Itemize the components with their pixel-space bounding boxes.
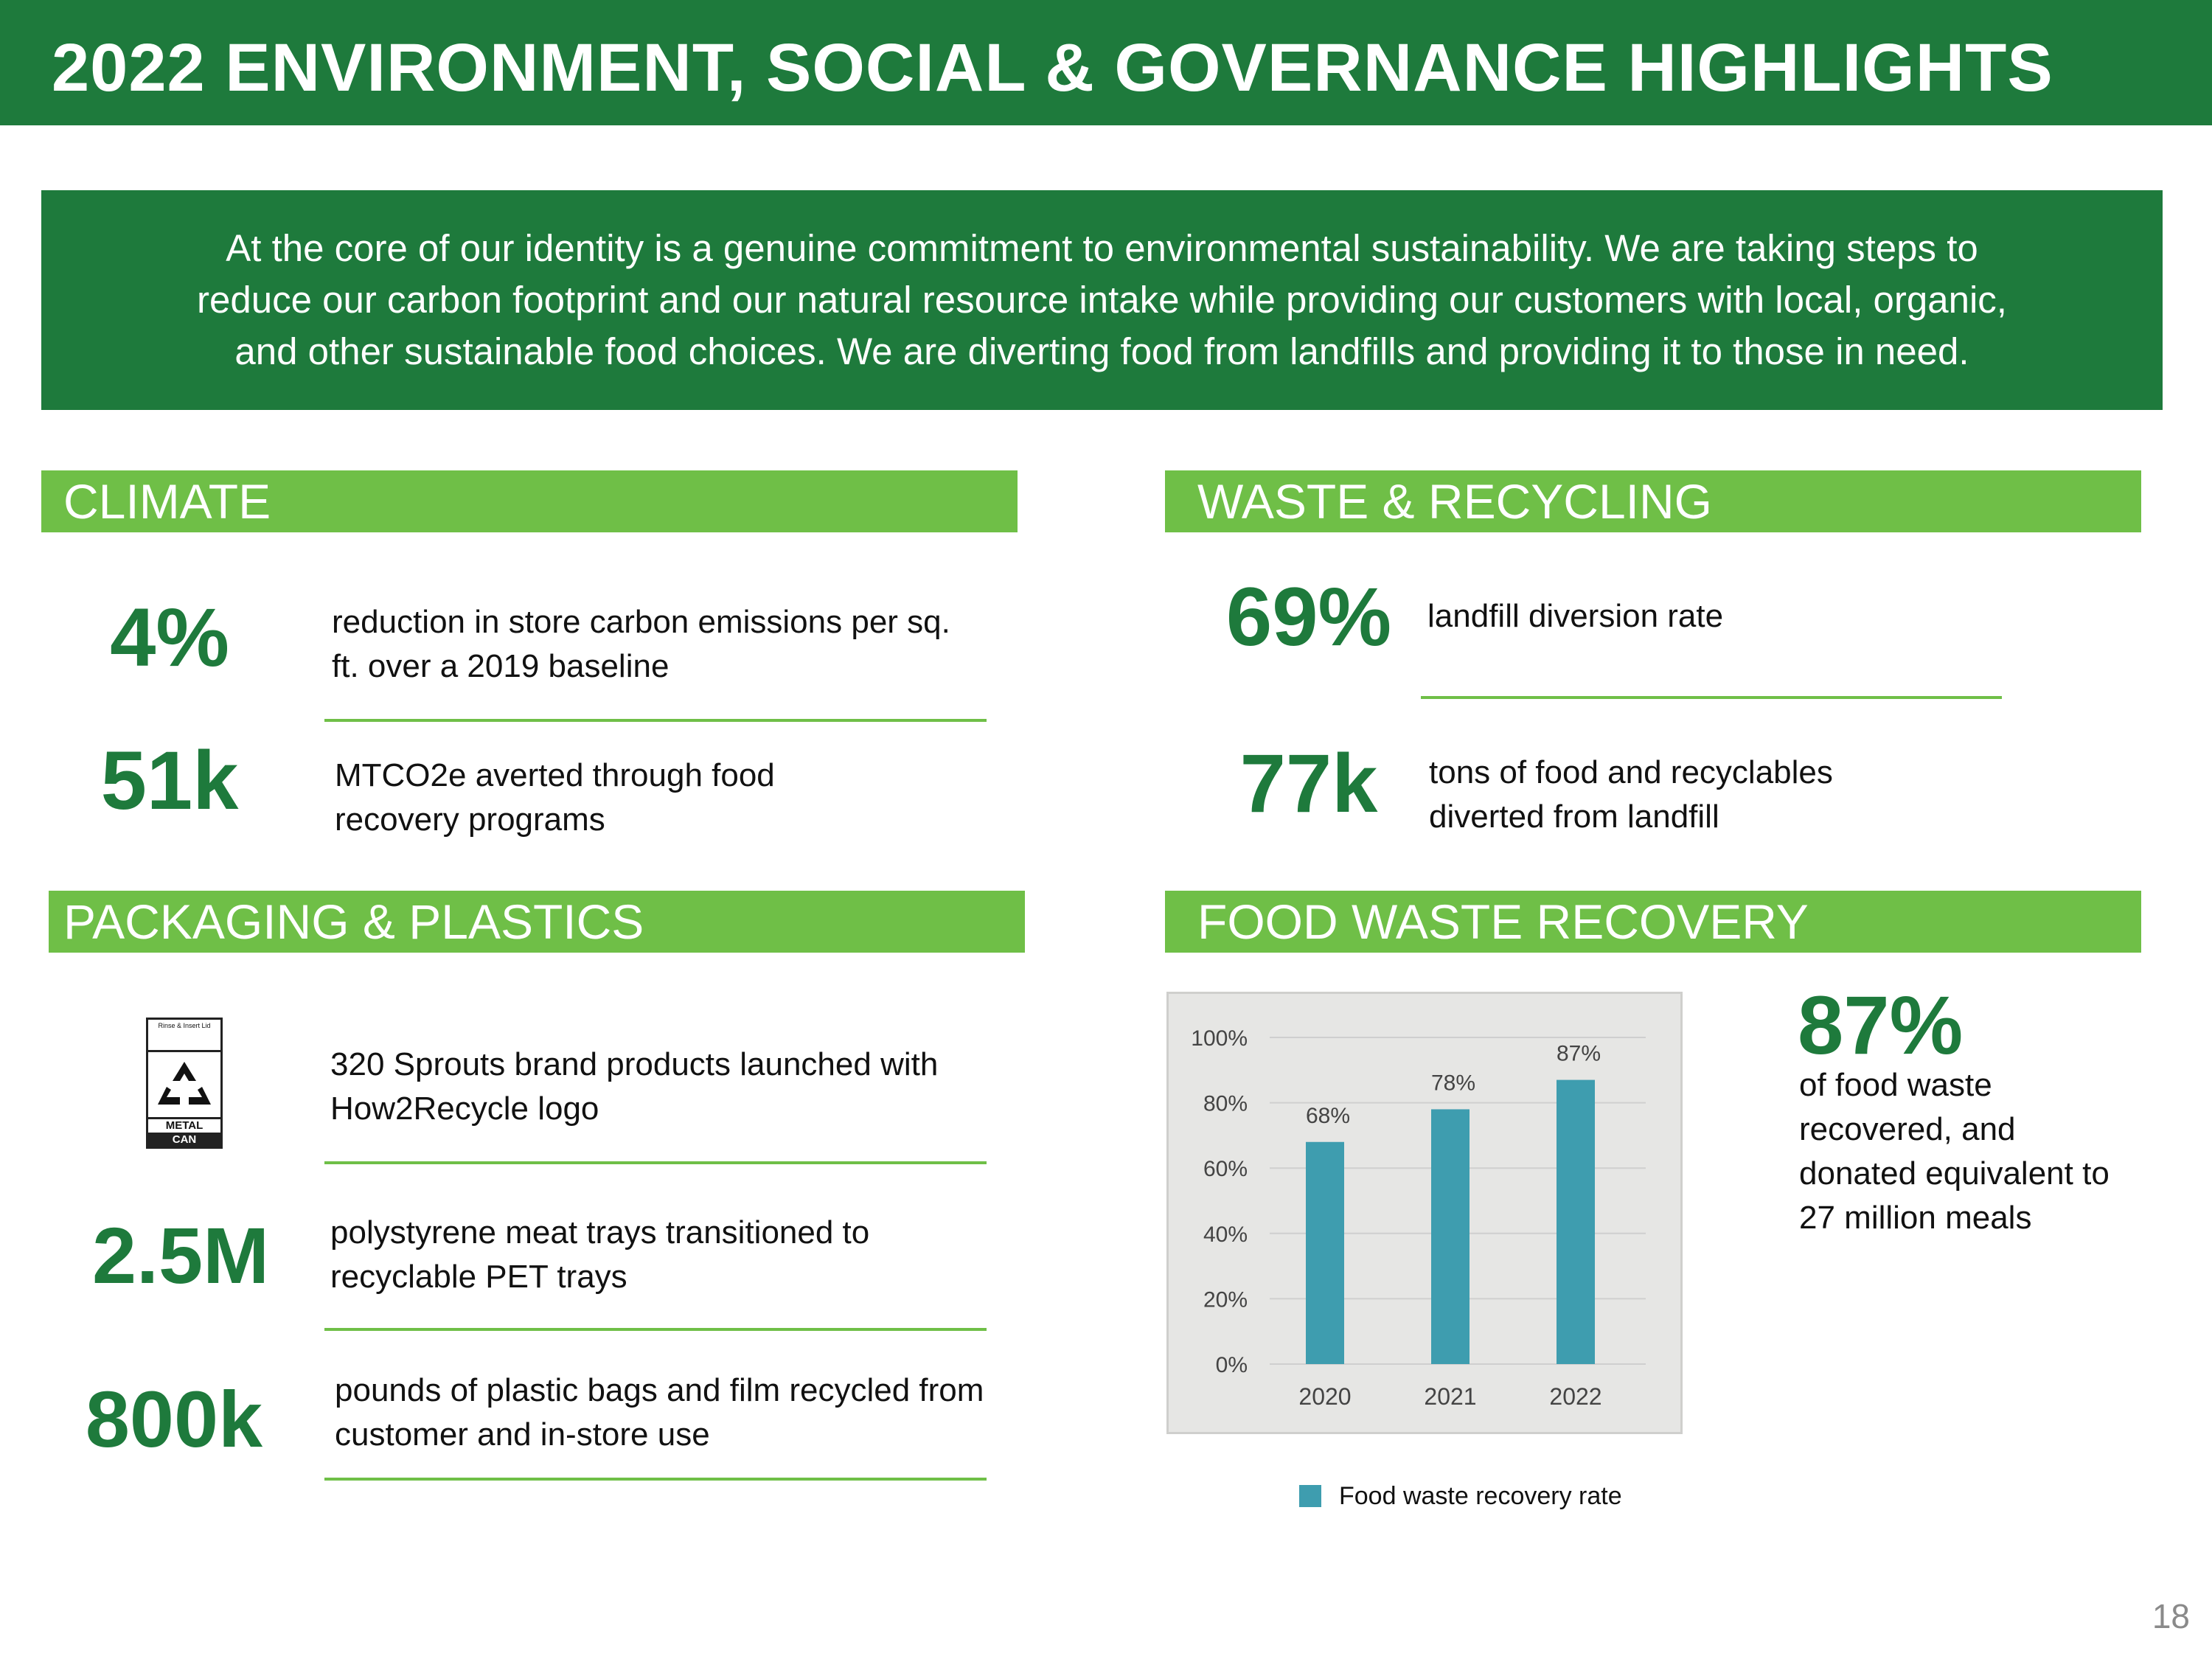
packaging-stat-2-desc: polystyrene meat trays transitioned to r… xyxy=(330,1211,994,1299)
climate-stat-1-desc: reduction in store carbon emissions per … xyxy=(332,600,995,689)
packaging-stat-1-desc-line: 320 Sprouts brand products launched with xyxy=(330,1046,939,1082)
climate-stat-1-desc-line: reduction in store carbon emissions per … xyxy=(332,604,950,640)
intro-text: At the core of our identity is a genuine… xyxy=(197,223,2007,378)
intro-box: At the core of our identity is a genuine… xyxy=(41,190,2163,410)
recycle-icon-wrap xyxy=(148,1052,220,1117)
chart-xtick-label: 2021 xyxy=(1424,1383,1476,1410)
chart-data-label: 78% xyxy=(1431,1071,1475,1095)
how2recycle-logo: Rinse & Insert Lid METAL CAN xyxy=(146,1018,223,1149)
logo-top-label: Rinse & Insert Lid xyxy=(148,1020,220,1052)
packaging-divider-2 xyxy=(324,1328,987,1331)
chart-bar xyxy=(1306,1141,1344,1364)
chart-xtick-label: 2020 xyxy=(1298,1383,1351,1410)
climate-divider xyxy=(324,719,987,722)
food-waste-big-value: 87% xyxy=(1798,979,1964,1071)
packaging-section-title: PACKAGING & PLASTICS xyxy=(63,894,644,949)
logo-bottom-label-2: CAN xyxy=(148,1133,220,1147)
chart-xtick-label: 2022 xyxy=(1549,1383,1601,1410)
climate-stat-2-value: 51k xyxy=(100,734,239,827)
chart-background xyxy=(1166,992,1683,1434)
food-waste-desc-line: of food waste xyxy=(1799,1067,1992,1103)
chart-data-label: 87% xyxy=(1557,1042,1601,1066)
food-waste-desc-line: recovered, and xyxy=(1799,1111,2016,1147)
food-waste-section-title: FOOD WASTE RECOVERY xyxy=(1197,894,1809,949)
climate-stat-2-desc-line: MTCO2e averted through food xyxy=(335,757,775,793)
chart-bar xyxy=(1431,1109,1470,1364)
page-title: 2022 ENVIRONMENT, SOCIAL & GOVERNANCE HI… xyxy=(52,30,2053,105)
chart-ytick-label: 20% xyxy=(1203,1287,1248,1312)
waste-section-bar: WASTE & RECYCLING xyxy=(1165,470,2141,532)
legend-swatch xyxy=(1299,1485,1321,1507)
food-waste-desc-line: 27 million meals xyxy=(1799,1200,2032,1236)
waste-stat-1-desc: landfill diversion rate xyxy=(1427,594,2091,639)
packaging-stat-1-desc: 320 Sprouts brand products launched with… xyxy=(330,1043,994,1131)
climate-stat-1-value: 4% xyxy=(110,591,229,684)
packaging-stat-3-desc-line: pounds of plastic bags and film recycled… xyxy=(335,1372,984,1408)
chart-data-label: 68% xyxy=(1306,1104,1350,1128)
legend-label: Food waste recovery rate xyxy=(1339,1482,1622,1510)
packaging-stat-3-value: 800k xyxy=(85,1374,263,1464)
packaging-stat-2-desc-line: polystyrene meat trays transitioned to xyxy=(330,1214,870,1251)
packaging-divider-1 xyxy=(324,1161,987,1164)
packaging-stat-3-desc: pounds of plastic bags and film recycled… xyxy=(335,1368,998,1457)
waste-stat-1-desc-line: landfill diversion rate xyxy=(1427,598,1724,634)
packaging-stat-3-desc-line: customer and in-store use xyxy=(335,1416,710,1453)
intro-line-1: At the core of our identity is a genuine… xyxy=(226,227,1978,269)
logo-bottom-label-1: METAL xyxy=(148,1117,220,1133)
waste-stat-2-desc-line: diverted from landfill xyxy=(1429,799,1719,835)
waste-divider xyxy=(1421,696,2002,699)
page-number: 18 xyxy=(2152,1597,2190,1635)
chart-ytick-label: 80% xyxy=(1203,1092,1248,1116)
chart-ytick-label: 60% xyxy=(1203,1157,1248,1181)
waste-stat-2-value: 77k xyxy=(1239,737,1378,830)
packaging-section-bar: PACKAGING & PLASTICS xyxy=(49,891,1025,953)
waste-stat-2-desc: tons of food and recyclables diverted fr… xyxy=(1429,751,2093,839)
waste-stat-1-value: 69% xyxy=(1225,571,1392,663)
climate-stat-1-desc-line: ft. over a 2019 baseline xyxy=(332,648,669,684)
packaging-stat-1-desc-line: How2Recycle logo xyxy=(330,1091,599,1127)
climate-section-title: CLIMATE xyxy=(63,474,271,529)
title-bar xyxy=(0,0,2212,125)
waste-section-title: WASTE & RECYCLING xyxy=(1197,474,1712,529)
chart-ytick-label: 0% xyxy=(1216,1353,1248,1377)
chart-bar xyxy=(1557,1079,1595,1364)
climate-stat-2-desc: MTCO2e averted through food recovery pro… xyxy=(335,754,998,842)
recycle-icon xyxy=(158,1062,211,1105)
food-waste-desc-line: donated equivalent to xyxy=(1799,1155,2110,1192)
packaging-stat-2-desc-line: recyclable PET trays xyxy=(330,1259,627,1295)
food-waste-chart: 0% 20% 40% 60% 80% 100% 68% 78% 87% 2020 2021 202… xyxy=(1191,1026,1646,1410)
climate-section-bar: CLIMATE xyxy=(41,470,1018,532)
chart-ytick-label: 100% xyxy=(1191,1026,1248,1051)
intro-line-3: and other sustainable food choices. We a… xyxy=(234,330,1969,372)
waste-stat-2-desc-line: tons of food and recyclables xyxy=(1429,754,1833,790)
packaging-divider-3 xyxy=(324,1478,987,1481)
food-waste-section-bar: FOOD WASTE RECOVERY xyxy=(1165,891,2141,953)
chart-ytick-label: 40% xyxy=(1203,1222,1248,1247)
packaging-stat-2-value: 2.5M xyxy=(91,1211,270,1300)
food-waste-desc: of food waste recovered, and donated equ… xyxy=(1799,1063,2138,1240)
intro-line-2: reduce our carbon footprint and our natu… xyxy=(197,279,2007,321)
climate-stat-2-desc-line: recovery programs xyxy=(335,801,605,838)
